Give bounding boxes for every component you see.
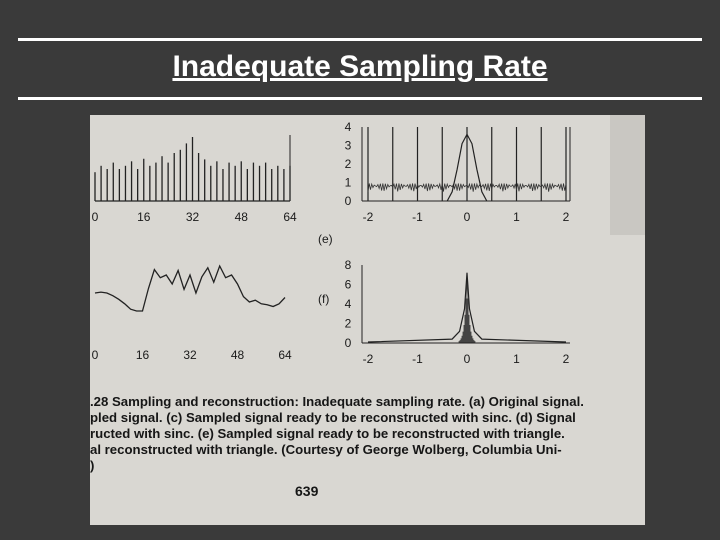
y-tick-label: 0 (345, 336, 352, 350)
y-tick-label: 4 (345, 297, 352, 311)
triangle-kernel-curve (446, 133, 488, 202)
x-tick-label: -2 (363, 210, 374, 224)
x-tick-label: 1 (513, 352, 520, 366)
x-tick-label: 2 (563, 352, 570, 366)
page-number: 639 (295, 483, 319, 499)
y-tick-label: 0 (345, 194, 352, 208)
panel-spikes: 0 16 32 48 64 (92, 135, 297, 224)
x-tick-label: 0 (464, 210, 471, 224)
x-tick-label: 2 (563, 210, 570, 224)
caption-line: ructed with sinc. (e) Sampled signal rea… (90, 426, 565, 441)
panel-e-label: (e) (318, 232, 333, 246)
x-tick-label: 0 (92, 348, 99, 362)
y-tick-label: 8 (345, 258, 352, 272)
y-tick-label: 4 (345, 120, 352, 134)
x-tick-label: 32 (186, 210, 200, 224)
y-tick-label: 3 (345, 139, 352, 153)
slide-title: Inadequate Sampling Rate (172, 50, 548, 83)
y-tick-label: 1 (345, 176, 352, 190)
x-tick-label: 48 (235, 210, 249, 224)
caption-line: al reconstructed with triangle. (Courtes… (90, 442, 562, 457)
x-tick-label: 64 (283, 210, 297, 224)
y-tick-label: 2 (345, 317, 352, 331)
spectrum-line (367, 272, 567, 343)
scan-shadow (610, 115, 645, 235)
x-tick-label: 0 (92, 210, 99, 224)
panel-jagged: 0 16 32 48 64 (92, 264, 292, 362)
title-rule-top (18, 38, 702, 41)
caption-line: pled signal. (c) Sampled signal ready to… (90, 410, 576, 425)
x-tick-label: -1 (412, 352, 423, 366)
panel-f: -2 -1 0 1 2 0 2 4 6 8 (f) (318, 258, 570, 366)
y-tick-label: 6 (345, 278, 352, 292)
x-tick-label: 16 (137, 210, 151, 224)
x-tick-label: 48 (231, 348, 245, 362)
x-tick-label: 32 (183, 348, 197, 362)
x-tick-label: 64 (278, 348, 292, 362)
scanned-figure: 0 16 32 48 64 0 16 32 48 64 -2 -1 0 1 2 0 1 2 3 4 (e) -2-… (90, 115, 645, 525)
figure-caption: .28 Sampling and reconstruction: Inadequ… (90, 394, 645, 474)
caption-line: .28 Sampling and reconstruction: Inadequ… (90, 394, 584, 409)
title-rule-bottom (18, 97, 702, 100)
x-tick-label: 1 (513, 210, 520, 224)
x-tick-label: -2 (363, 352, 374, 366)
x-tick-label: -1 (412, 210, 423, 224)
y-tick-label: 2 (345, 157, 352, 171)
signal-line (94, 264, 286, 312)
x-tick-label: 0 (464, 352, 471, 366)
panel-e: -2 -1 0 1 2 0 1 2 3 4 (e) (318, 120, 571, 246)
x-tick-label: 16 (136, 348, 150, 362)
panel-f-label: (f) (318, 292, 329, 306)
caption-line: ) (90, 458, 95, 473)
reconstruction-noise (367, 182, 567, 192)
